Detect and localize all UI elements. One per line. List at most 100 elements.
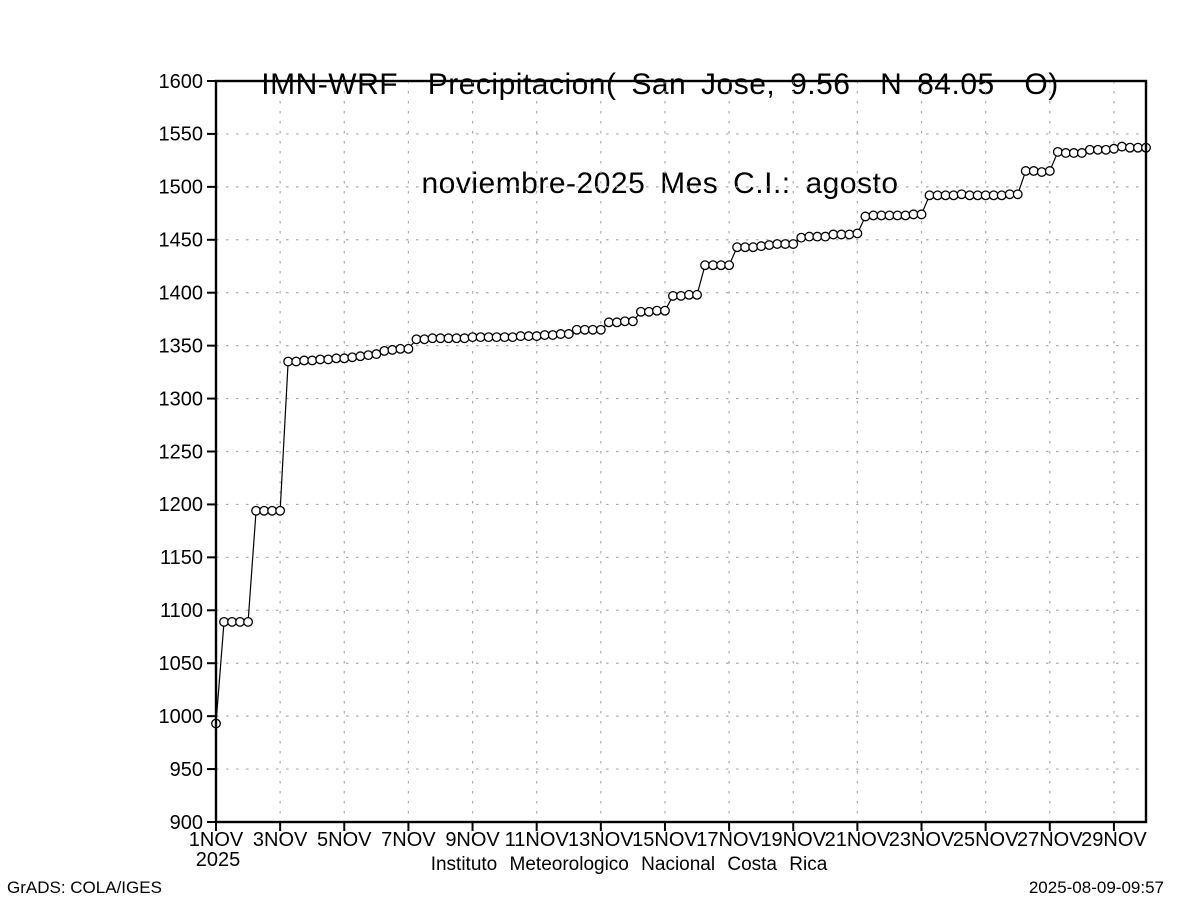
- data-point-marker: [1060, 148, 1071, 158]
- data-point-marker: [1012, 189, 1023, 200]
- x-tick-label: 13NOV: [568, 829, 634, 851]
- data-line: [215, 146, 1146, 724]
- data-point-marker: [1004, 189, 1015, 200]
- data-point-marker: [708, 260, 719, 271]
- data-point-marker: [1068, 148, 1079, 158]
- data-point-marker: [651, 305, 662, 316]
- data-point-marker: [491, 332, 502, 343]
- data-point-marker: [956, 189, 967, 200]
- y-tick-label: 1150: [160, 547, 203, 569]
- y-tick-label: 1550: [159, 124, 204, 146]
- data-point-marker: [467, 332, 478, 343]
- x-tick-label: 19NOV: [760, 829, 826, 851]
- data-point-marker: [948, 190, 959, 201]
- data-point-marker: [940, 190, 951, 201]
- data-point-marker: [635, 306, 646, 317]
- data-point-marker: [323, 354, 334, 365]
- data-point-marker: [435, 333, 446, 344]
- x-axis-caption: Instituto Meteorologico Nacional Costa R…: [430, 854, 828, 875]
- data-point-marker: [988, 190, 999, 201]
- data-point-marker: [299, 355, 310, 366]
- data-point-marker: [684, 289, 694, 300]
- data-point-marker: [740, 242, 751, 253]
- data-point-marker: [916, 209, 927, 220]
- data-point-marker: [780, 239, 791, 249]
- x-tick-label: 15NOV: [632, 829, 698, 851]
- grads-credit: GrADS: COLA/IGES: [7, 878, 162, 897]
- data-point-marker: [603, 317, 614, 328]
- data-point-marker: [932, 190, 943, 201]
- data-point-marker: [307, 355, 318, 366]
- data-point-marker: [507, 332, 518, 343]
- data-point-marker: [1108, 143, 1119, 154]
- data-point-marker: [371, 349, 382, 360]
- x-tick-label: 9NOV: [445, 829, 500, 851]
- data-point-marker: [611, 317, 622, 328]
- data-point-marker: [347, 352, 358, 363]
- data-point-marker: [363, 350, 374, 361]
- data-point-marker: [267, 505, 278, 516]
- data-point-marker: [483, 332, 494, 343]
- data-point-marker: [876, 210, 887, 221]
- data-point-marker: [243, 616, 254, 627]
- data-point-marker: [1133, 142, 1143, 153]
- data-point-marker: [660, 305, 670, 316]
- data-point-marker: [523, 331, 534, 342]
- y-tick-label: 1050: [159, 653, 204, 675]
- data-point-marker: [403, 343, 414, 354]
- x-tick-label: 1NOV: [189, 829, 244, 851]
- data-point-marker: [884, 210, 895, 221]
- data-point-marker: [796, 232, 807, 243]
- data-point-marker: [219, 616, 229, 627]
- data-point-marker: [459, 333, 470, 344]
- data-point-marker: [732, 242, 743, 253]
- x-tick-label: 3NOV: [253, 829, 308, 851]
- data-point-marker: [251, 505, 262, 516]
- data-point-marker: [547, 330, 558, 341]
- data-point-marker: [964, 190, 975, 201]
- y-tick-label: 1350: [159, 335, 204, 357]
- data-point-marker: [852, 228, 863, 239]
- data-point-marker: [283, 356, 294, 367]
- data-point-marker: [1028, 166, 1039, 176]
- data-point-marker: [1076, 148, 1087, 158]
- data-point-marker: [716, 260, 727, 271]
- data-point-marker: [748, 242, 759, 253]
- y-tick-label: 950: [170, 759, 203, 781]
- data-point-marker: [387, 344, 398, 355]
- data-point-marker: [676, 290, 686, 301]
- x-axis-year-label: 2025: [196, 849, 241, 871]
- chart-title-line1: IMN-WRF Precipitacion( San Jose, 9.56 N …: [261, 68, 1059, 101]
- data-point-marker: [227, 616, 237, 627]
- data-point-marker: [1116, 141, 1127, 152]
- data-point-marker: [355, 351, 366, 362]
- x-tick-label: 17NOV: [696, 829, 762, 851]
- data-point-marker: [756, 241, 767, 252]
- data-point-marker: [443, 333, 454, 344]
- data-point-marker: [379, 345, 390, 356]
- data-point-marker: [764, 240, 775, 251]
- data-point-marker: [908, 209, 919, 220]
- data-point-marker: [1020, 166, 1031, 176]
- data-point-marker: [900, 210, 911, 221]
- data-point-marker: [820, 231, 831, 242]
- data-point-marker: [860, 211, 871, 222]
- data-point-marker: [868, 210, 879, 221]
- data-point-marker: [275, 505, 286, 516]
- data-point-marker: [539, 330, 550, 341]
- x-tick-label: 27NOV: [1017, 829, 1083, 851]
- x-tick-label: 11NOV: [505, 829, 570, 851]
- y-tick-label: 1600: [159, 71, 204, 93]
- data-point-marker: [812, 231, 823, 242]
- data-point-marker: [627, 316, 638, 327]
- data-point-marker: [587, 324, 598, 335]
- data-point-marker: [892, 210, 903, 221]
- data-point-marker: [804, 231, 815, 242]
- data-point-marker: [836, 229, 847, 240]
- data-point-marker: [555, 329, 566, 339]
- data-point-marker: [772, 239, 783, 249]
- data-point-marker: [331, 353, 342, 364]
- data-point-marker: [1084, 144, 1095, 155]
- chart-title-line2: noviembre-2025 Mes C.I.: agosto: [421, 167, 899, 200]
- data-point-marker: [1125, 142, 1135, 153]
